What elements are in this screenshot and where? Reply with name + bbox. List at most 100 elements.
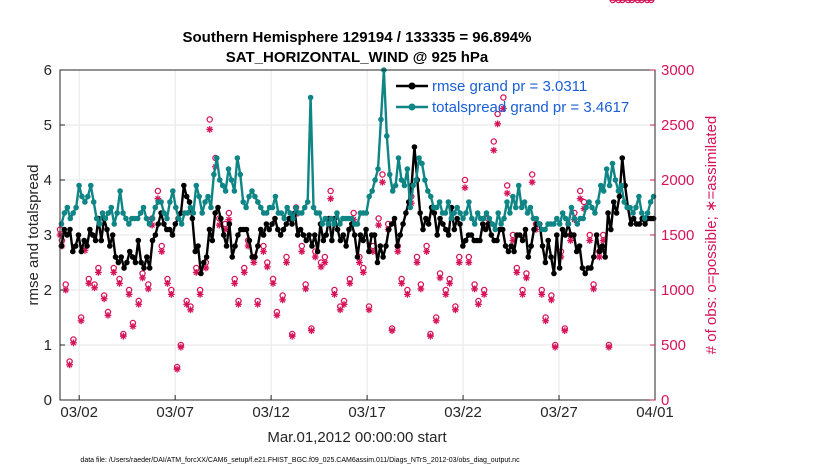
totalspread-point xyxy=(551,221,557,227)
rmse-point xyxy=(610,199,617,205)
asterisk-stroke xyxy=(446,280,453,287)
totalspread-point xyxy=(202,199,208,205)
obs-assimilated-marker xyxy=(327,195,335,203)
totalspread-point xyxy=(463,210,469,216)
rmse-point xyxy=(300,232,307,238)
obs-assimilated-marker xyxy=(85,280,93,287)
totalspread-point xyxy=(290,215,296,222)
totalspread-point xyxy=(586,199,592,205)
rmse-point xyxy=(172,221,179,227)
rmse-point xyxy=(303,237,310,244)
totalspread-point xyxy=(354,221,361,227)
totalspread-point xyxy=(533,215,540,222)
rmse-point xyxy=(329,237,335,244)
obs-assimilated-marker xyxy=(91,284,98,292)
asterisk-stroke xyxy=(500,105,507,112)
totalspread-point xyxy=(243,204,249,211)
totalspread-point xyxy=(433,204,440,211)
totalspread-point xyxy=(457,210,463,216)
totalspread-point xyxy=(96,221,103,227)
y-left-tick-label: 1 xyxy=(44,337,52,354)
obs-assimilated-marker xyxy=(187,306,194,314)
totalspread-point xyxy=(108,204,115,211)
rmse-point xyxy=(312,232,318,238)
rmse-point xyxy=(468,232,475,238)
asterisk-stroke xyxy=(414,259,420,266)
obs-assimilated-marker xyxy=(77,317,85,325)
totalspread-point xyxy=(278,210,285,216)
obs-assimilated-marker xyxy=(139,274,146,282)
totalspread-point xyxy=(386,171,393,178)
totalspread-point xyxy=(64,204,71,211)
rmse-point xyxy=(92,237,99,244)
totalspread-point xyxy=(337,221,343,227)
rmse-point xyxy=(511,248,517,255)
rmse-point xyxy=(482,226,489,233)
totalspread-point xyxy=(536,221,543,227)
asterisk-stroke xyxy=(110,269,117,276)
obs-assimilated-marker xyxy=(465,259,473,266)
obs-possible-marker xyxy=(609,0,617,4)
rmse-point xyxy=(400,221,406,227)
totalspread-point xyxy=(606,182,613,189)
obs-assimilated-marker xyxy=(336,306,344,314)
rmse-point xyxy=(366,248,372,255)
asterisk-stroke xyxy=(433,317,440,324)
totalspread-point xyxy=(489,221,496,227)
totalspread-point xyxy=(639,210,645,216)
obs-assimilated-marker xyxy=(135,300,143,308)
obs-assimilated-marker xyxy=(513,269,521,276)
rmse-point xyxy=(454,215,460,222)
rmse-point xyxy=(61,226,68,233)
asterisk-stroke xyxy=(130,323,136,330)
x-tick-label: 03/27 xyxy=(540,404,578,421)
y-left-tick-label: 6 xyxy=(44,62,52,79)
rmse-point xyxy=(252,254,258,260)
asterisk-stroke xyxy=(254,301,261,308)
totalspread-point xyxy=(214,155,220,161)
obs-assimilated-marker xyxy=(528,178,536,186)
rmse-point xyxy=(84,243,90,249)
obs-assimilated-marker xyxy=(311,253,319,261)
asterisk-stroke xyxy=(78,317,84,324)
asterisk-stroke xyxy=(70,339,77,346)
totalspread-point xyxy=(633,204,639,211)
obs-assimilated-marker xyxy=(423,248,430,255)
asterisk-stroke xyxy=(283,259,290,266)
totalspread-point xyxy=(618,182,625,189)
rmse-point xyxy=(138,259,144,266)
obs-possible-marker xyxy=(576,187,584,195)
totalspread-point xyxy=(205,193,211,200)
totalspread-point xyxy=(518,204,525,211)
rmse-point xyxy=(425,221,432,227)
obs-assimilated-marker xyxy=(499,105,507,112)
totalspread-point xyxy=(161,210,167,216)
y-left-tick-label: 0 xyxy=(44,392,52,409)
totalspread-point xyxy=(583,204,589,211)
obs-assimilated-marker xyxy=(394,248,402,255)
rmse-point xyxy=(383,243,389,249)
rmse-point xyxy=(132,259,139,266)
rmse-point xyxy=(650,215,657,222)
rmse-point xyxy=(522,226,529,233)
obs-assimilated-marker xyxy=(254,300,262,308)
totalspread-point xyxy=(228,177,235,183)
obs-possible-marker xyxy=(327,187,334,195)
rmse-point xyxy=(64,232,70,238)
asterisk-stroke xyxy=(105,312,111,319)
totalspread-point xyxy=(392,182,399,189)
obs-assimilated-marker xyxy=(523,274,530,282)
rmse-point xyxy=(516,232,523,238)
rmse-point xyxy=(109,232,116,238)
totalspread-point xyxy=(196,193,203,200)
totalspread-point xyxy=(293,204,299,211)
rmse-point xyxy=(508,243,515,249)
asterisk-stroke xyxy=(274,312,280,319)
totalspread-point xyxy=(395,155,402,161)
y-left-tick-label: 5 xyxy=(44,117,52,134)
totalspread-point xyxy=(363,210,370,216)
totalspread-point xyxy=(389,188,396,194)
asterisk-stroke xyxy=(404,291,411,298)
obs-possible-marker xyxy=(206,116,213,123)
rmse-point xyxy=(488,232,495,238)
